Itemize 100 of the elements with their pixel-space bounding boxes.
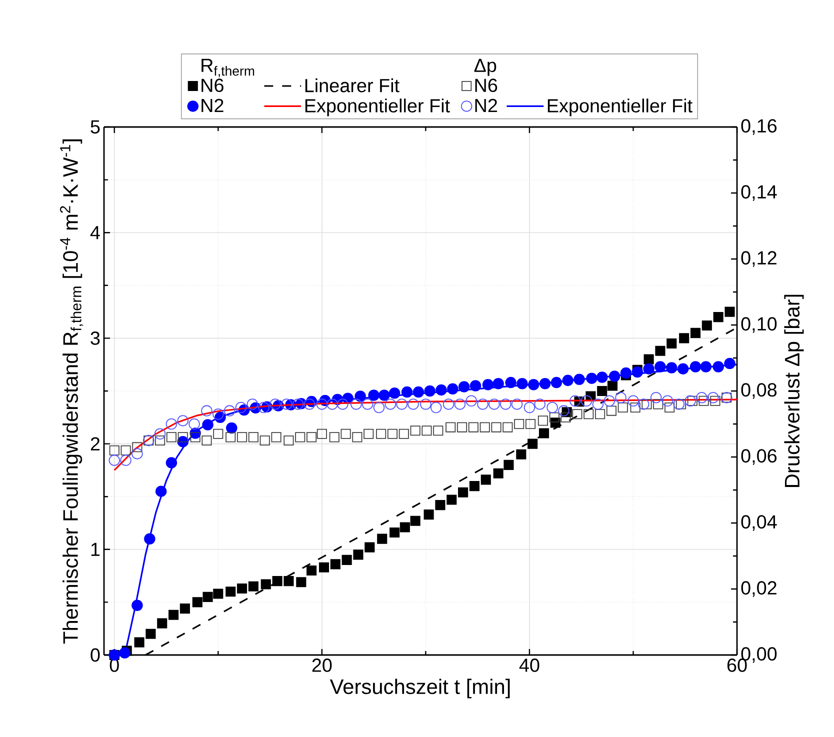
point bbox=[180, 604, 190, 614]
y-tick-label: 4 bbox=[90, 226, 100, 240]
point bbox=[539, 378, 551, 390]
text: R$_{f,therm}$ bbox=[202, 58, 254, 78]
point bbox=[226, 432, 236, 442]
point bbox=[166, 432, 176, 442]
point bbox=[271, 432, 282, 442]
point bbox=[620, 367, 632, 379]
point bbox=[248, 581, 258, 592]
point bbox=[488, 398, 500, 410]
point bbox=[398, 428, 409, 439]
point bbox=[144, 533, 156, 544]
point bbox=[458, 381, 470, 392]
point bbox=[516, 378, 528, 390]
x-tick-label: 40 bbox=[519, 658, 540, 672]
point bbox=[572, 409, 582, 420]
point bbox=[350, 398, 362, 410]
y2-tick-label: 0,02 bbox=[741, 581, 776, 597]
point bbox=[516, 449, 526, 460]
point bbox=[690, 361, 702, 372]
point bbox=[168, 610, 179, 620]
point bbox=[638, 398, 650, 410]
point bbox=[560, 412, 571, 422]
point bbox=[710, 396, 720, 406]
point bbox=[270, 398, 281, 410]
point bbox=[698, 396, 709, 406]
point bbox=[119, 647, 130, 659]
text: Thermischer Foulingwiderstand R$_{f,therm}$ [10$^{-4}$ m$^{2}$·K·W$^{-1}$] bbox=[60, 139, 84, 644]
point bbox=[410, 516, 420, 526]
y2-tick-label: 0,16 bbox=[741, 119, 777, 135]
point bbox=[676, 399, 686, 410]
point bbox=[390, 527, 400, 538]
point bbox=[606, 406, 616, 416]
point bbox=[534, 398, 546, 410]
point bbox=[376, 428, 386, 439]
point bbox=[630, 402, 640, 413]
point bbox=[212, 408, 224, 420]
point bbox=[442, 398, 454, 410]
point bbox=[592, 398, 604, 410]
point bbox=[157, 618, 168, 628]
point bbox=[120, 454, 132, 466]
point bbox=[281, 398, 292, 410]
point bbox=[666, 338, 677, 349]
point bbox=[213, 588, 224, 599]
y2-tick-label: 0,04 bbox=[741, 515, 777, 531]
point bbox=[166, 418, 178, 430]
point bbox=[154, 428, 166, 440]
text: Δp bbox=[474, 58, 496, 76]
point bbox=[666, 362, 678, 374]
point bbox=[447, 383, 458, 395]
point bbox=[653, 399, 664, 410]
point bbox=[342, 554, 352, 565]
point bbox=[514, 418, 524, 430]
point bbox=[226, 586, 236, 597]
legend-label: N6 bbox=[475, 78, 498, 92]
point bbox=[525, 418, 536, 430]
point bbox=[424, 385, 436, 397]
point bbox=[684, 395, 696, 407]
point bbox=[712, 361, 724, 372]
point bbox=[713, 312, 724, 322]
point bbox=[618, 402, 628, 413]
point bbox=[456, 422, 468, 432]
point bbox=[420, 398, 432, 410]
point bbox=[597, 386, 608, 396]
point bbox=[318, 562, 330, 572]
point bbox=[246, 398, 258, 410]
y-tick-label: 1 bbox=[91, 542, 100, 556]
point bbox=[480, 474, 491, 485]
x-axis-title: Versuchszeit t [min] bbox=[330, 678, 510, 698]
point bbox=[477, 398, 488, 410]
point bbox=[373, 402, 385, 414]
point bbox=[260, 579, 271, 590]
point bbox=[436, 384, 447, 396]
point bbox=[201, 405, 212, 416]
point bbox=[132, 600, 143, 611]
point bbox=[292, 398, 304, 410]
y2-tick-label: 0,10 bbox=[741, 317, 777, 333]
point bbox=[687, 396, 698, 406]
point bbox=[673, 398, 685, 410]
point bbox=[662, 395, 674, 407]
point bbox=[642, 399, 652, 410]
point bbox=[178, 432, 188, 442]
point bbox=[546, 402, 558, 414]
legend-label: Exponentieller Fit bbox=[305, 98, 450, 116]
point bbox=[378, 390, 390, 401]
point bbox=[724, 358, 736, 370]
y-tick-label: 5 bbox=[90, 120, 100, 134]
point bbox=[466, 395, 477, 407]
point bbox=[177, 436, 188, 448]
point bbox=[155, 435, 166, 446]
point bbox=[511, 398, 523, 410]
y-tick-label: 2 bbox=[90, 437, 100, 450]
point bbox=[120, 445, 131, 456]
point bbox=[202, 592, 213, 602]
point bbox=[643, 363, 654, 374]
y2-axis-title: Druckverlust Δp [bar] bbox=[784, 294, 804, 487]
point bbox=[677, 363, 689, 374]
point bbox=[258, 402, 270, 414]
point bbox=[596, 372, 608, 383]
point bbox=[655, 346, 666, 356]
